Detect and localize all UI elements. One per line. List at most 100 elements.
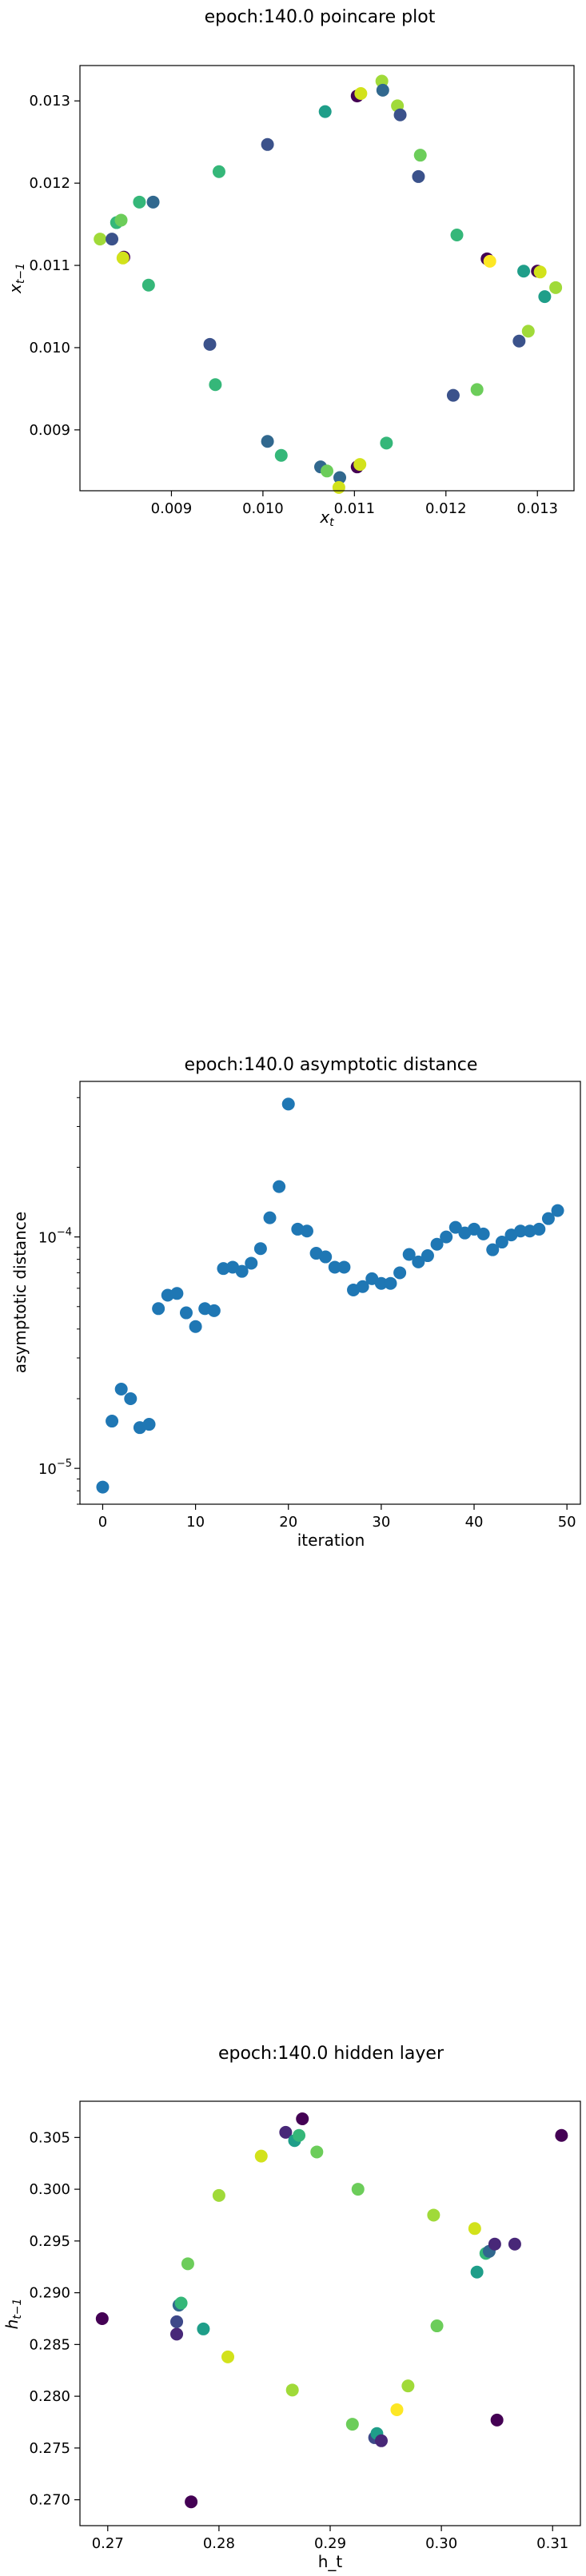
hidden-layer-x-tick-label: 0.27 xyxy=(92,2535,124,2552)
hidden-layer-point xyxy=(197,2322,210,2335)
asymptotic-x-axis-label: iteration xyxy=(297,1531,365,1550)
asymptotic-point xyxy=(393,1266,407,1280)
hidden-layer-point xyxy=(293,2128,306,2142)
asymptotic-y-axis-label: asymptotic distance xyxy=(10,1212,30,1373)
asymptotic-point xyxy=(152,1302,165,1316)
hidden-layer-x-tick-label: 0.28 xyxy=(203,2535,235,2552)
poincare-x-tick-label: 0.011 xyxy=(334,500,376,517)
hidden-layer-point xyxy=(345,2418,359,2431)
hidden-layer-points xyxy=(95,2112,568,2509)
asymptotic-y-tick-label: 10−5 xyxy=(38,1458,72,1478)
asymptotic-point xyxy=(356,1280,369,1293)
asymptotic-point xyxy=(514,1224,528,1238)
poincare-y-axis-label: xt−1 xyxy=(6,263,27,294)
hidden-layer-point xyxy=(279,2125,293,2139)
hidden-layer-point xyxy=(374,2434,388,2447)
hidden-layer-point xyxy=(185,2495,198,2509)
hidden-layer-point xyxy=(170,2327,184,2341)
hidden-layer-y-tick-label: 0.290 xyxy=(29,2285,70,2302)
hidden-layer-point xyxy=(468,2222,481,2236)
asymptotic-x-tick-label: 30 xyxy=(372,1514,390,1531)
poincare-point xyxy=(380,436,393,450)
asymptotic-point xyxy=(374,1276,388,1290)
asymptotic-distance-chart: epoch:140.0 asymptotic distance 0 10 20 30 4… xyxy=(10,1055,581,1550)
hidden-layer-point xyxy=(401,2379,415,2393)
poincare-point xyxy=(209,378,222,392)
hidden-layer-point xyxy=(430,2319,444,2333)
poincare-point xyxy=(376,83,389,97)
hidden-layer-point xyxy=(427,2208,440,2222)
hidden-layer-y-tick-label: 0.275 xyxy=(29,2440,70,2457)
poincare-y-ticks: 0.009 0.010 0.011 0.012 0.013 xyxy=(29,93,80,439)
poincare-point xyxy=(212,165,225,178)
asymptotic-point xyxy=(328,1260,341,1274)
asymptotic-point xyxy=(170,1287,184,1300)
hidden-layer-point xyxy=(95,2311,109,2325)
poincare-point xyxy=(354,86,368,100)
poincare-x-axis-label: xt xyxy=(319,508,334,529)
asymptotic-points xyxy=(96,1097,564,1494)
asymptotic-point xyxy=(337,1260,351,1274)
hidden-layer-chart: epoch:140.0 hidden layer 0.27 0.28 0.29 0.3… xyxy=(2,2044,581,2571)
asymptotic-point xyxy=(96,1480,110,1494)
hidden-layer-point xyxy=(296,2112,309,2126)
poincare-y-tick-label: 0.013 xyxy=(29,93,70,109)
asymptotic-point xyxy=(421,1249,434,1263)
hidden-layer-y-tick-label: 0.305 xyxy=(29,2129,70,2146)
hidden-layer-x-tick-label: 0.30 xyxy=(425,2535,457,2552)
hidden-layer-point xyxy=(285,2383,299,2397)
poincare-x-tick-label: 0.012 xyxy=(425,500,467,517)
hidden-layer-point xyxy=(351,2183,365,2196)
hidden-layer-x-ticks: 0.27 0.28 0.29 0.30 0.31 xyxy=(92,2526,568,2552)
poincare-point xyxy=(94,233,107,246)
poincare-point xyxy=(521,324,535,338)
asymptotic-point xyxy=(300,1224,313,1238)
poincare-plot-frame xyxy=(79,65,575,492)
hidden-layer-point xyxy=(181,2257,194,2271)
asymptotic-point xyxy=(448,1220,462,1234)
asymptotic-point xyxy=(476,1227,490,1240)
asymptotic-point xyxy=(253,1242,267,1256)
poincare-point xyxy=(517,265,531,278)
hidden-layer-point xyxy=(390,2403,404,2416)
hidden-layer-point xyxy=(490,2413,504,2427)
asymptotic-point xyxy=(281,1097,295,1111)
poincare-y-tick-label: 0.010 xyxy=(29,340,70,356)
hidden-layer-x-axis-label: h_t xyxy=(318,2552,343,2571)
hidden-layer-point xyxy=(254,2149,268,2163)
asymptotic-y-tick-label: 10−4 xyxy=(38,1227,72,1247)
asymptotic-point xyxy=(412,1255,425,1268)
asymptotic-point xyxy=(207,1304,221,1317)
asymptotic-title: epoch:140.0 asymptotic distance xyxy=(185,1055,478,1075)
poincare-point xyxy=(393,108,407,121)
asymptotic-y-ticks: 10−5 10−4 xyxy=(38,1097,80,1505)
hidden-layer-y-tick-label: 0.285 xyxy=(29,2336,70,2353)
hidden-layer-y-tick-label: 0.270 xyxy=(29,2492,70,2509)
poincare-x-ticks: 0.009 0.010 0.011 0.012 0.013 xyxy=(151,491,558,517)
asymptotic-point xyxy=(430,1237,444,1251)
poincare-chart: epoch:140.0 poincare plot 0.009 0.010 0.01… xyxy=(6,7,575,529)
poincare-y-tick-label: 0.009 xyxy=(29,422,70,439)
asymptotic-point xyxy=(319,1250,333,1264)
asymptotic-point xyxy=(541,1212,555,1225)
asymptotic-point xyxy=(551,1204,564,1217)
poincare-point xyxy=(450,228,464,241)
asymptotic-point xyxy=(384,1276,397,1290)
poincare-point xyxy=(538,290,552,304)
hidden-layer-point xyxy=(170,2315,184,2328)
hidden-layer-x-tick-label: 0.31 xyxy=(536,2535,568,2552)
asymptotic-point xyxy=(245,1256,258,1270)
poincare-point xyxy=(412,169,425,183)
hidden-layer-point xyxy=(470,2265,484,2279)
poincare-points xyxy=(94,74,563,494)
asymptotic-point xyxy=(142,1418,156,1431)
asymptotic-x-tick-label: 0 xyxy=(98,1514,107,1531)
poincare-x-tick-label: 0.010 xyxy=(242,500,284,517)
poincare-x-tick-label: 0.013 xyxy=(516,500,558,517)
poincare-title: epoch:140.0 poincare plot xyxy=(205,7,436,27)
asymptotic-point xyxy=(106,1415,119,1428)
asymptotic-x-tick-label: 10 xyxy=(186,1514,205,1531)
asymptotic-point xyxy=(114,1383,128,1396)
asymptotic-x-tick-label: 50 xyxy=(558,1514,576,1531)
